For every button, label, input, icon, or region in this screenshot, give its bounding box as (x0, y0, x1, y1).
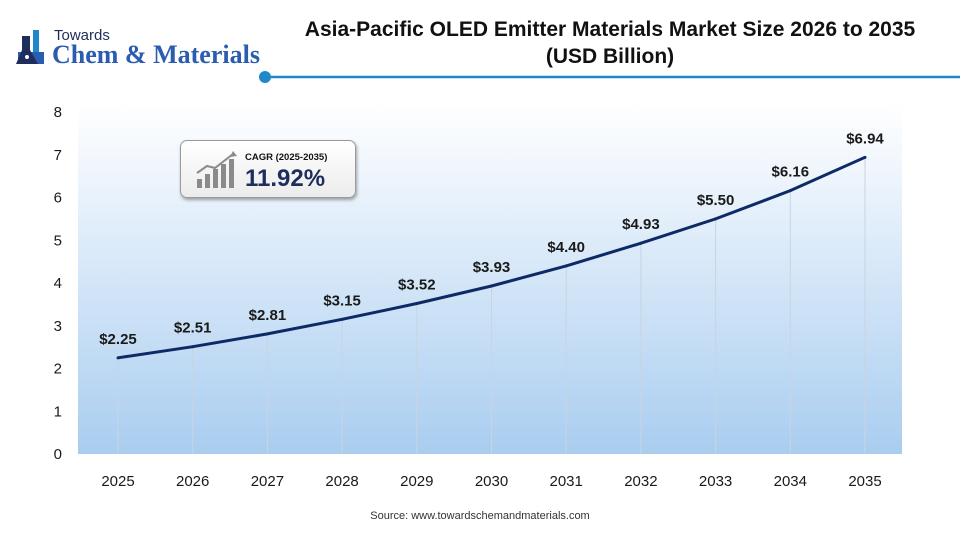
data-point (788, 189, 792, 193)
data-label: $6.94 (846, 130, 884, 147)
y-tick-label: 1 (54, 403, 62, 420)
flask-icon (16, 30, 44, 64)
cagr-box: CAGR (2025-2035) 11.92% (180, 140, 356, 198)
brand-logo: Towards Chem & Materials (16, 12, 260, 70)
data-point (490, 284, 493, 288)
x-tick-label: 2028 (325, 473, 358, 490)
data-point (863, 155, 867, 159)
logo-small-text: Towards (54, 27, 110, 44)
y-tick-label: 0 (54, 446, 62, 463)
x-tick-label: 2032 (624, 473, 657, 490)
x-tick-label: 2030 (475, 473, 508, 490)
chart-title: Asia-Pacific OLED Emitter Materials Mark… (270, 16, 950, 70)
data-label: $3.93 (473, 259, 511, 276)
data-label: $3.52 (398, 277, 436, 294)
chart-title-line1: Asia-Pacific OLED Emitter Materials Mark… (304, 18, 916, 41)
logo-big-text: Chem & Materials (52, 40, 260, 69)
data-point (415, 302, 419, 306)
data-point (564, 264, 568, 268)
x-tick-label: 2031 (550, 473, 583, 490)
x-tick-label: 2033 (699, 473, 732, 490)
data-point (639, 241, 643, 245)
data-label: $2.51 (174, 320, 212, 337)
data-label: $6.16 (772, 164, 810, 181)
x-tick-label: 2026 (176, 473, 209, 490)
x-tick-label: 2029 (400, 473, 433, 490)
data-label: $2.81 (249, 307, 287, 324)
x-tick-label: 2025 (101, 473, 134, 490)
data-label: $5.50 (697, 192, 735, 209)
data-label: $3.15 (323, 292, 361, 309)
data-label: $2.25 (99, 331, 137, 348)
growth-chart-icon (196, 151, 237, 188)
data-point (714, 217, 718, 221)
y-tick-label: 6 (54, 190, 62, 207)
chart-title-line2: (USD Billion) (545, 45, 675, 68)
y-tick-label: 4 (54, 275, 62, 292)
source-text: Source: www.towardschemandmaterials.com (370, 510, 590, 522)
data-point (340, 317, 344, 321)
data-label: $4.40 (547, 239, 585, 256)
y-tick-label: 5 (54, 232, 62, 249)
data-point (191, 345, 195, 349)
cagr-value: 11.92% (245, 165, 326, 192)
x-tick-label: 2027 (251, 473, 284, 490)
y-tick-label: 8 (54, 104, 62, 121)
data-label: $4.93 (622, 216, 660, 233)
y-tick-label: 7 (54, 147, 62, 164)
data-point (116, 356, 120, 360)
y-tick-label: 3 (54, 318, 62, 335)
data-point (265, 332, 269, 336)
x-tick-label: 2034 (774, 473, 807, 490)
cagr-label: CAGR (2025-2035) (245, 152, 328, 163)
x-tick-label: 2035 (848, 473, 881, 490)
header-rule (259, 71, 960, 83)
y-tick-label: 2 (54, 361, 62, 378)
